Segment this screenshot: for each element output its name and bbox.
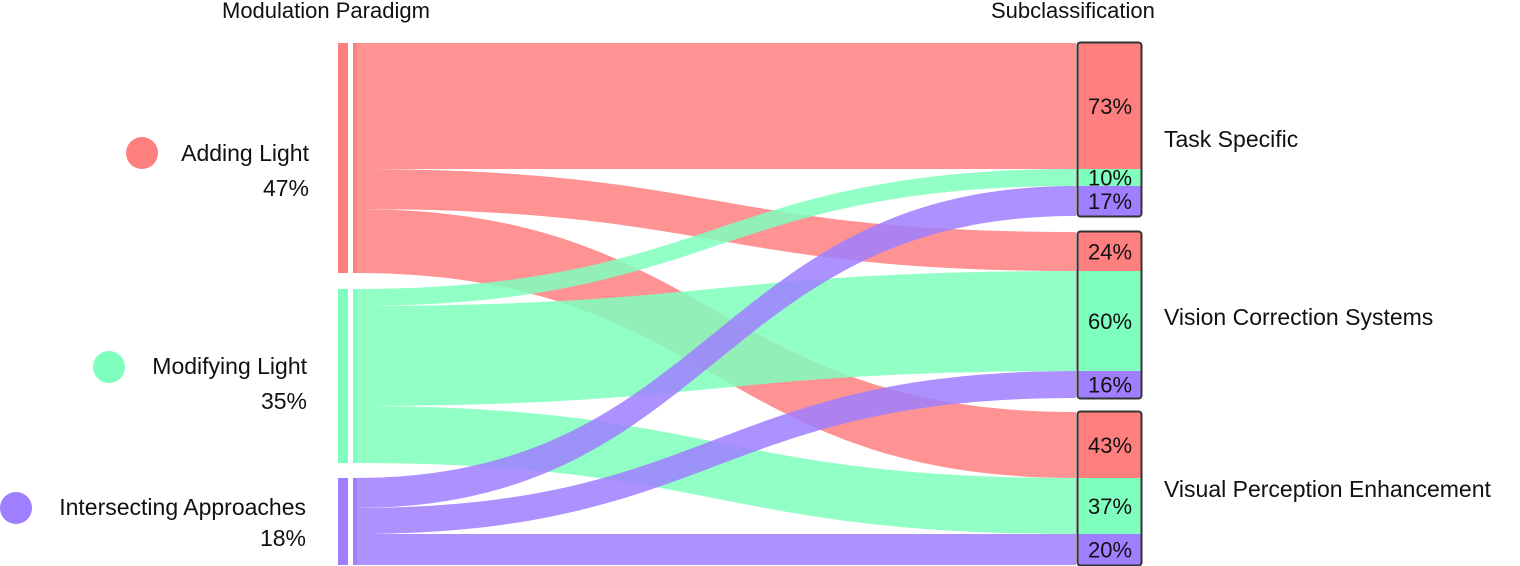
segment-pct-label: 17% xyxy=(1088,189,1132,214)
modifying-light-dot xyxy=(93,351,125,383)
target-segment-vpe-intersecting xyxy=(1078,534,1141,565)
target-segment-vcs-modifying xyxy=(1078,271,1141,371)
source-pct: 47% xyxy=(262,175,309,201)
source-label: Modifying Light xyxy=(152,353,307,379)
source-label: Adding Light xyxy=(181,140,309,166)
source-bar-adding xyxy=(338,43,348,273)
flow-modifying-to-task xyxy=(355,169,1076,306)
source-edge-adding xyxy=(353,43,357,273)
right-header: Subclassification xyxy=(991,0,1155,23)
source-intersecting-approaches: Intersecting Approaches 18% xyxy=(59,494,306,552)
source-label: Intersecting Approaches xyxy=(59,494,306,520)
target-segment-task-intersecting xyxy=(1078,186,1141,216)
source-adding-light: Adding Light 47% xyxy=(181,140,309,202)
segment-pct-label: 24% xyxy=(1088,240,1132,265)
source-edge-intersecting xyxy=(353,478,357,565)
adding-light-dot xyxy=(126,137,158,169)
source-edge-modifying xyxy=(353,289,357,463)
segment-pct-label: 73% xyxy=(1088,94,1132,119)
source-bar-modifying xyxy=(338,289,348,463)
target-segment-task-modifying xyxy=(1078,169,1141,186)
segment-pct-label: 43% xyxy=(1088,433,1132,458)
flow-modifying-to-vpe xyxy=(355,406,1076,534)
segment-pct-label: 16% xyxy=(1088,373,1132,398)
intersecting-approaches-dot xyxy=(0,492,32,524)
target-segment-vpe-modifying xyxy=(1078,478,1141,534)
flow-intersecting-to-vpe xyxy=(355,534,1076,565)
segment-pct-label: 20% xyxy=(1088,538,1132,563)
target-segment-vcs-adding xyxy=(1078,232,1141,271)
target-box-task xyxy=(1076,41,1143,218)
source-modifying-light: Modifying Light 35% xyxy=(152,353,307,415)
target-visual-perception-enhancement: Visual Perception Enhancement xyxy=(1164,476,1491,502)
target-vision-correction-systems: Vision Correction Systems xyxy=(1164,304,1434,330)
flow-intersecting-to-vcs xyxy=(355,371,1076,534)
target-segment-vpe-adding xyxy=(1078,412,1141,478)
flow-intersecting-to-task xyxy=(355,186,1076,508)
flow-adding-to-task xyxy=(355,43,1076,169)
source-pct: 18% xyxy=(259,525,306,551)
segment-pct-label: 60% xyxy=(1088,309,1132,334)
target-segment-task-adding xyxy=(1078,43,1141,169)
source-bar-intersecting xyxy=(338,478,348,565)
target-segment-vcs-intersecting xyxy=(1078,371,1141,398)
target-box-vcs xyxy=(1076,230,1143,400)
segment-pct-label: 37% xyxy=(1088,494,1132,519)
source-pct: 35% xyxy=(260,388,307,414)
left-header: Modulation Paradigm xyxy=(222,0,430,23)
target-task-specific: Task Specific xyxy=(1164,126,1299,152)
